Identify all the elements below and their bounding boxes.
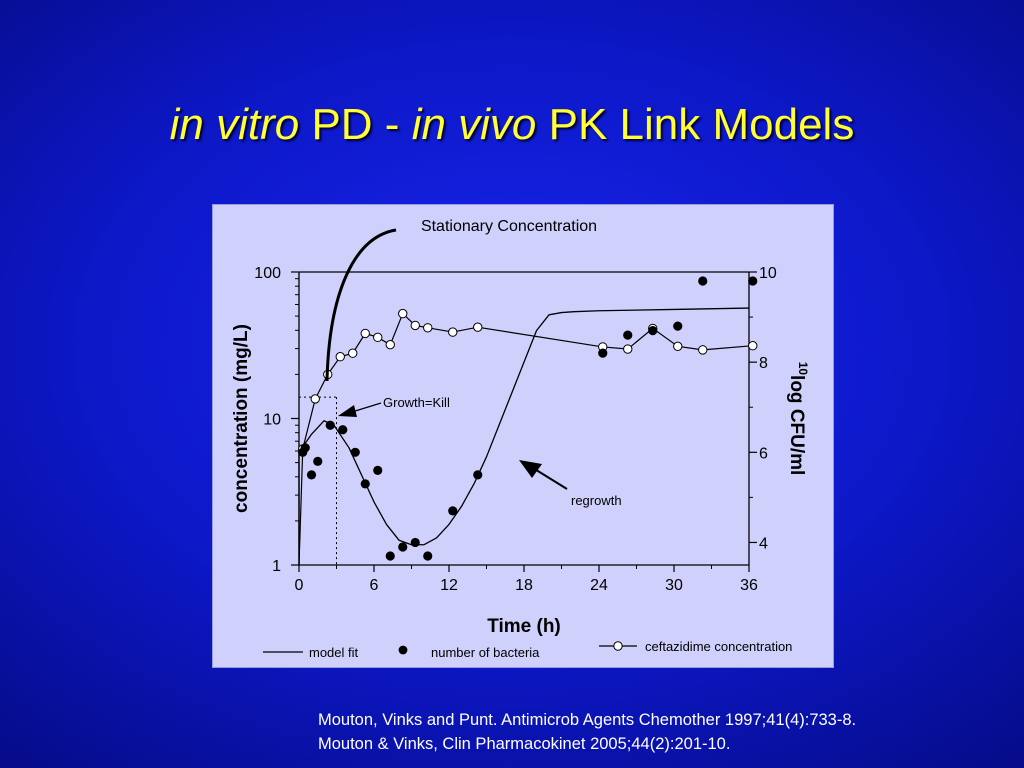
y-right-axis-main: log CFU/ml (786, 375, 807, 475)
regrowth-arrow-shaft (532, 467, 568, 490)
y-right-axis-superscript: 10 (796, 362, 810, 376)
title-part-4: PK Link Models (536, 100, 855, 149)
ceftazidime-point (335, 352, 345, 362)
stationary-pointer (325, 228, 397, 382)
y-right-tick-label: 4 (759, 535, 768, 552)
x-tick-label: 6 (370, 577, 379, 594)
x-axis-label: Time (h) (487, 616, 561, 637)
y-right-axis-label: 10log CFU/ml (786, 362, 810, 476)
bacteria-point (325, 420, 335, 430)
bacteria-point (338, 425, 348, 435)
regrowth-label: regrowth (571, 493, 622, 508)
x-tick-label: 0 (295, 577, 304, 594)
title-part-2: PD - (299, 100, 412, 149)
ceftazidime-point (673, 341, 683, 352)
bacteria-point (448, 506, 458, 516)
bacteria-point (360, 479, 370, 489)
bacteria-point (423, 551, 433, 561)
y-left-tick-label: 1 (272, 558, 281, 575)
title-part-3: in vivo (411, 100, 537, 149)
bacteria-point (473, 470, 483, 480)
x-tick-label: 30 (665, 577, 683, 594)
title-part-1: in vitro (169, 100, 300, 149)
ceftazidime-line (298, 312, 753, 566)
bacteria-point (306, 470, 317, 480)
bacteria-point (410, 537, 420, 548)
ceftazidime-point (748, 340, 758, 351)
legend-ceftazidime-label: ceftazidime concentration (645, 639, 792, 654)
ceftazidime-point (623, 344, 633, 354)
y-left-axis-label: concentration (mg/L) (231, 324, 252, 513)
bacteria-point (623, 330, 633, 340)
bacteria-point (698, 276, 708, 286)
bacteria-point (313, 456, 323, 466)
growth-kill-arrowhead (338, 405, 357, 417)
x-tick-label: 24 (590, 577, 608, 594)
regrowth-arrowhead (519, 460, 542, 478)
x-tick-label: 18 (515, 577, 533, 594)
legend-bacteria-swatch (398, 645, 408, 655)
bacteria-point (748, 276, 758, 286)
bacteria-point (385, 551, 395, 561)
bacteria-point (350, 447, 360, 457)
bacteria-point (598, 348, 608, 358)
reference-2: Mouton & Vinks, Clin Pharmacokinet 2005;… (318, 735, 731, 753)
legend-model-fit-label: model fit (309, 645, 359, 660)
reference-1: Mouton, Vinks and Punt. Antimicrob Agent… (318, 711, 857, 729)
legend-ceftazidime-swatch (613, 641, 623, 651)
growth-kill-label: Growth=Kill (383, 395, 450, 410)
bacteria-point (398, 542, 408, 552)
legend-bacteria-label: number of bacteria (431, 645, 540, 660)
ceftazidime-point (360, 328, 370, 339)
references: Mouton, Vinks and Punt. Antimicrob Agent… (318, 708, 856, 756)
chart-svg: 0 6 12 18 24 30 36 1 10 100 4 6 8 10 Time (h) concentra… (231, 218, 810, 660)
bacteria-point (673, 321, 683, 331)
ceftazidime-point (310, 394, 320, 404)
ceftazidime-point (385, 339, 395, 350)
growth-kill-arrow-shaft (351, 402, 382, 413)
bacteria-point (648, 326, 658, 336)
slide-title: in vitro PD - in vivo PK Link Models (0, 100, 1024, 150)
bacteria-point (373, 465, 383, 475)
y-right-tick-label: 8 (759, 355, 768, 372)
y-left-tick-label: 100 (254, 265, 281, 282)
ceftazidime-point (398, 308, 408, 319)
chart-panel: 0 6 12 18 24 30 36 1 10 100 4 6 8 10 Time (h) concentra… (212, 204, 834, 668)
x-tick-label: 36 (740, 577, 758, 594)
y-left-tick-label: 10 (263, 412, 281, 429)
ceftazidime-point (348, 348, 358, 358)
stationary-label: Stationary Concentration (421, 218, 597, 235)
ceftazidime-point (473, 322, 483, 332)
y-right-tick-label: 6 (759, 445, 768, 462)
ceftazidime-point (410, 320, 420, 331)
y-right-tick-label: 10 (759, 265, 777, 282)
bacteria-point (300, 443, 310, 453)
ceftazidime-point (423, 323, 433, 333)
ceftazidime-point (448, 327, 458, 337)
ceftazidime-point (698, 345, 708, 355)
ceftazidime-point (373, 332, 383, 343)
x-tick-label: 12 (440, 577, 458, 594)
